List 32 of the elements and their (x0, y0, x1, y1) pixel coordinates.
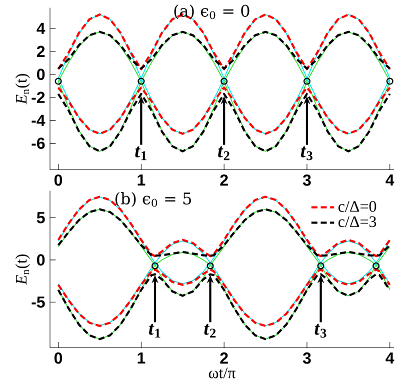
y-tick-label: 0 (37, 68, 45, 80)
y-tick-label: -4 (32, 114, 46, 126)
y-tick-label: -5 (32, 296, 45, 308)
x-tick-label: 2 (220, 174, 228, 186)
x-tick-label: 1 (138, 174, 146, 186)
legend-label: c/Δ=3 (338, 216, 376, 228)
x-tick-label: 3 (302, 174, 311, 186)
x-tick-label: 0 (54, 174, 62, 186)
y-tick-label: 4 (36, 23, 46, 34)
x-tick-label: 4 (386, 352, 394, 364)
x-tick-label: 0 (54, 352, 62, 364)
y-axis-title: E$_{n}$(t) (15, 254, 30, 285)
annotation: t$_{2}$ (204, 324, 216, 338)
chart-title: (b) ϵ$_{0}$ = 5 (115, 192, 191, 207)
annotation: t$_{3}$ (300, 146, 312, 160)
y-axis-title: E$_{n}$(t) (15, 74, 30, 104)
x-tick-label: 2 (220, 352, 228, 364)
x-tick-label: 3 (302, 352, 311, 364)
x-tick-label: 1 (138, 352, 146, 364)
y-tick-label: -6 (32, 138, 45, 150)
y-tick-label: 0 (37, 254, 45, 266)
annotation: t$_{2}$ (218, 146, 230, 160)
y-tick-label: 2 (36, 46, 45, 58)
annotation: t$_{1}$ (135, 146, 146, 160)
annotation: t$_{1}$ (149, 324, 160, 338)
annotation: t$_{3}$ (314, 324, 326, 338)
legend-label: c/Δ=0 (338, 201, 376, 212)
y-tick-label: 5 (36, 212, 45, 224)
chart-title: (a) ϵ$_{0}$ = 0 (174, 4, 250, 20)
x-axis-title: ωt/π (208, 368, 236, 378)
y-tick-label: -2 (32, 92, 45, 104)
x-tick-label: 4 (386, 174, 394, 186)
